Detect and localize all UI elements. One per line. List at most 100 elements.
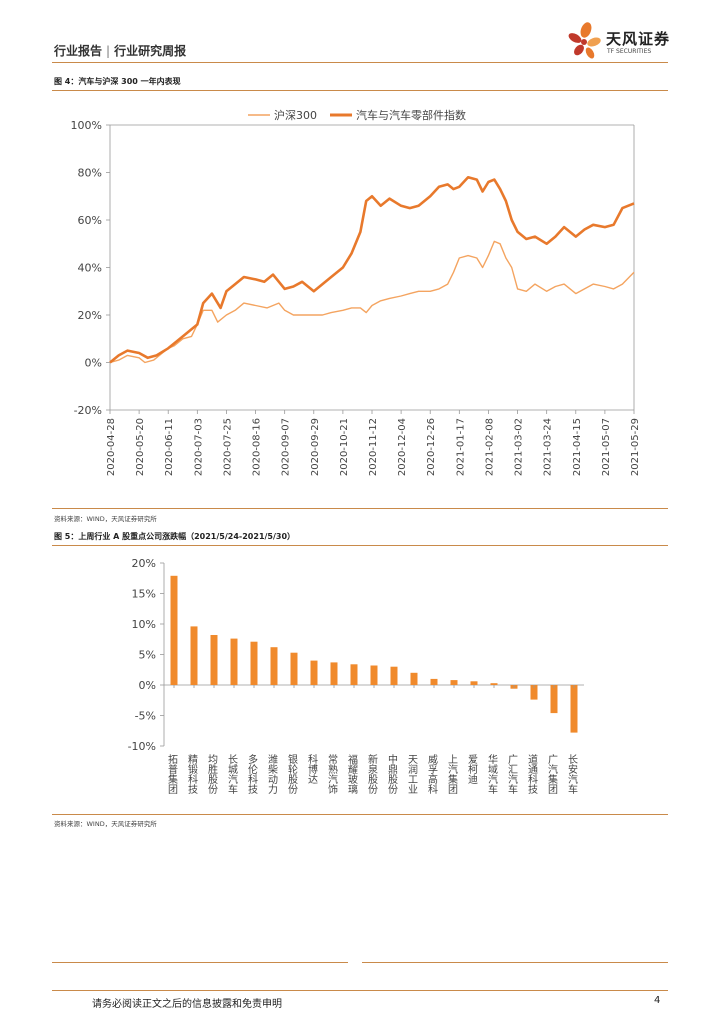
x-tick-label: 2021-05-07 <box>601 418 612 476</box>
x-tick-label: 2020-09-07 <box>281 418 292 476</box>
bar-中鼎股份 <box>390 666 398 685</box>
bar-长安汽车 <box>570 685 578 733</box>
bar-道通科技 <box>530 685 538 700</box>
x-tick-label: 2020-06-11 <box>164 418 175 476</box>
legend-label: 汽车与汽车零部件指数 <box>356 108 466 122</box>
x-tick-label: 2020-09-29 <box>310 418 321 476</box>
bar-category-label: 新泉股份 <box>366 753 378 795</box>
report-type: 行业研究周报 <box>114 44 187 58</box>
bar-category-label: 常熟汽饰 <box>326 753 338 795</box>
bar-福耀玻璃 <box>350 664 358 685</box>
line-chart: -20% 0% 20% 40% 60% 80% 100% 2020-04-28 2020-05… <box>71 108 641 476</box>
y-tick-label: 100% <box>71 119 102 132</box>
bar-category-label: 福耀玻璃 <box>346 753 358 795</box>
x-tick-label: 2021-03-02 <box>514 418 525 476</box>
x-tick-label: 2021-04-15 <box>572 418 583 476</box>
bar-银轮股份 <box>290 652 298 685</box>
bar-长城汽车 <box>230 638 238 685</box>
page-number: 4 <box>654 995 661 1006</box>
series-line-auto <box>109 176 635 364</box>
bar-y-tick-label: 20% <box>132 557 156 570</box>
y-tick-label: -20% <box>74 404 102 417</box>
bar-y-tick-label: -10% <box>128 740 156 753</box>
bar-常熟汽饰 <box>330 662 338 685</box>
bar-天润工业 <box>410 672 418 685</box>
report-category: 行业报告 <box>54 44 103 58</box>
bar-category-label: 拓普集团 <box>166 754 178 795</box>
x-tick-label: 2020-12-04 <box>397 418 408 476</box>
bar-拓普集团 <box>170 575 178 685</box>
bar-上汽集团 <box>450 680 458 685</box>
bar-华域汽车 <box>490 683 498 685</box>
x-tick-label: 2020-11-12 <box>368 418 379 476</box>
bar-category-label: 道通科技 <box>526 753 538 795</box>
bar-category-label: 爱柯迪 <box>466 753 478 785</box>
logo-subtitle: TF SECURITIES <box>607 48 652 55</box>
bar-category-label: 科博达 <box>306 753 318 784</box>
bar-category-label: 长安汽车 <box>566 754 578 795</box>
figure4-title: 图 4：汽车与沪深 300 一年内表现 <box>54 77 181 86</box>
bar-y-tick-label: 5% <box>139 649 156 662</box>
footer-rule-left <box>52 962 348 963</box>
bar-category-label: 均胜股份 <box>206 754 218 795</box>
figure5-bottom-rule <box>52 814 668 815</box>
header-separator: | <box>106 44 111 58</box>
y-tick-label: 80% <box>78 167 102 180</box>
bar-category-label: 精锻科技 <box>186 753 198 795</box>
bar-均胜股份 <box>210 635 218 685</box>
bar-category-label: 华域汽车 <box>486 753 498 795</box>
bar-category-label: 多伦科技 <box>246 753 258 795</box>
bar-y-tick-label: 15% <box>132 588 156 601</box>
bar-爱柯迪 <box>470 681 478 685</box>
bar-category-label: 潍柴动力 <box>266 754 278 795</box>
disclaimer-text: 请务必阅读正文之后的信息披露和免责申明 <box>92 999 282 1010</box>
bar-y-tick-label: 0% <box>139 679 156 692</box>
bar-科博达 <box>310 660 318 685</box>
legend-label: 沪深300 <box>274 108 317 122</box>
figure5-title: 图 5：上周行业 A 股重点公司涨跌幅（2021/5/24-2021/5/30） <box>54 532 296 541</box>
x-tick-label: 2020-12-26 <box>426 418 437 476</box>
bar-category-label: 银轮股份 <box>286 753 298 795</box>
bar-精锻科技 <box>190 626 198 685</box>
bar-category-label: 广汇汽车 <box>506 754 518 795</box>
x-tick-label: 2020-08-16 <box>252 418 263 476</box>
x-tick-label: 2020-07-03 <box>193 418 204 476</box>
logo-name: 天风证券 <box>606 30 671 48</box>
bar-category-label: 中鼎股份 <box>386 753 398 795</box>
bar-威孚高科 <box>430 678 438 685</box>
bar-category-label: 上汽集团 <box>446 754 458 795</box>
bar-多伦科技 <box>250 641 258 685</box>
bar-广汽集团 <box>550 685 558 714</box>
x-tick-label: 2020-05-20 <box>135 418 146 476</box>
company-logo: 天风证券 TF SECURITIES <box>566 20 676 64</box>
x-tick-label: 2020-07-25 <box>222 418 233 476</box>
bar-category-label: 威孚高科 <box>426 753 438 795</box>
bar-y-tick-label: 10% <box>132 618 156 631</box>
y-tick-label: 40% <box>78 262 102 275</box>
figure4-source: 资料来源：WIND，天风证券研究所 <box>54 515 157 523</box>
x-tick-label: 2020-04-28 <box>106 418 117 476</box>
y-tick-label: 0% <box>85 357 102 370</box>
y-tick-label: 60% <box>78 214 102 227</box>
bar-chart: -10% -5% 0% 5% 10% 15% 20% 拓普集团 精锻科技 均胜股份 长城汽车 多伦科… <box>128 557 584 795</box>
figure5-source: 资料来源：WIND，天风证券研究所 <box>54 820 157 828</box>
figure4-title-rule <box>52 90 668 91</box>
bar-category-label: 长城汽车 <box>226 754 238 795</box>
series-line-hs300 <box>109 240 635 364</box>
figure4-bottom-rule <box>52 508 668 509</box>
bar-新泉股份 <box>370 665 378 685</box>
x-tick-label: 2021-02-08 <box>484 418 495 476</box>
x-tick-label: 2021-05-29 <box>630 418 641 476</box>
x-tick-label: 2021-03-24 <box>543 418 554 476</box>
flower-logo-icon <box>568 22 601 59</box>
x-tick-label: 2021-01-17 <box>455 418 466 476</box>
report-header: 行业报告 | 行业研究周报 <box>54 42 186 59</box>
bar-category-label: 天润工业 <box>406 754 418 794</box>
bar-category-label: 广汽集团 <box>546 754 558 795</box>
footer-rule-bottom <box>52 990 668 991</box>
footer-rule-right <box>362 962 668 963</box>
header-rule <box>52 62 668 63</box>
x-tick-label: 2020-10-21 <box>339 418 350 476</box>
bar-潍柴动力 <box>270 647 278 685</box>
y-tick-label: 20% <box>78 309 102 322</box>
